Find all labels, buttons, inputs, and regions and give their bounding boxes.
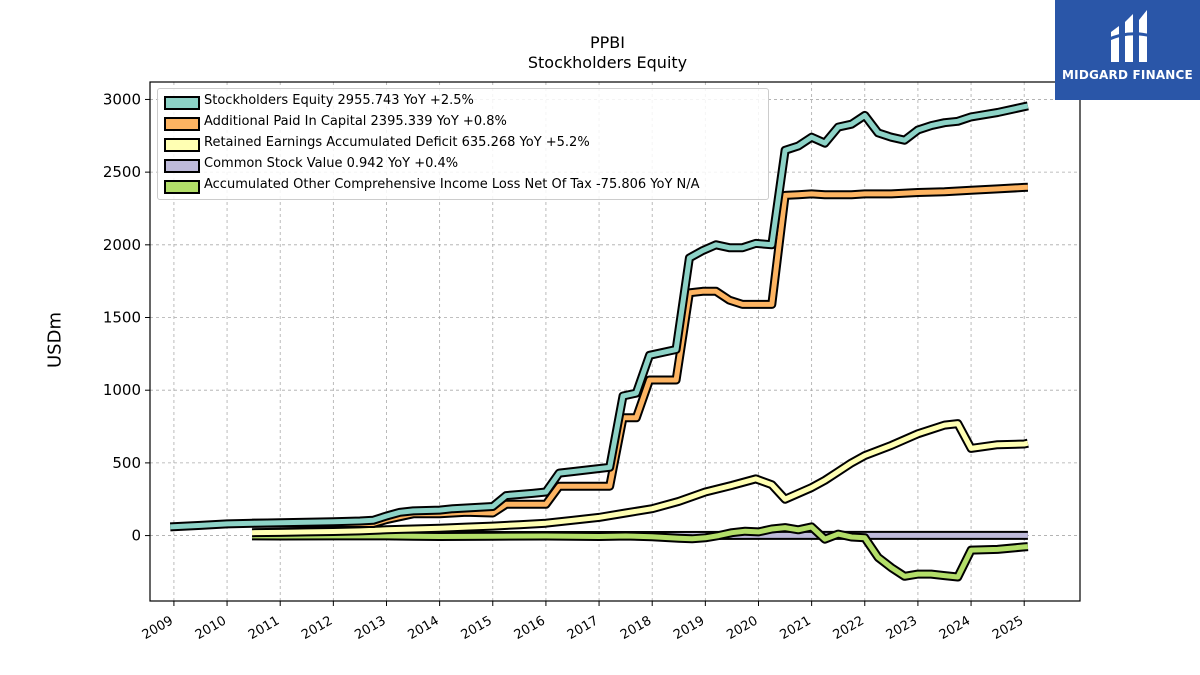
x-tick-label: 2025 bbox=[990, 613, 1026, 643]
legend-swatch bbox=[164, 180, 200, 194]
x-tick-label: 2019 bbox=[671, 613, 707, 643]
series-line-accumulated-other-comprehensive-income-loss-net-of-tax bbox=[251, 524, 1029, 580]
logo-mark-icon bbox=[1106, 10, 1152, 62]
x-tick-label: 2012 bbox=[299, 613, 335, 643]
legend-swatch bbox=[164, 159, 200, 173]
chart-subtitle: Stockholders Equity bbox=[527, 53, 688, 72]
y-tick-label: 0 bbox=[131, 527, 141, 545]
series-line-stockholders-equity bbox=[170, 103, 1029, 530]
legend-label: Common Stock Value 0.942 YoY +0.4% bbox=[204, 156, 459, 171]
y-tick-label: 2000 bbox=[103, 236, 141, 254]
y-tick-label: 3000 bbox=[103, 90, 141, 108]
x-tick-label: 2021 bbox=[777, 613, 813, 643]
legend: Stockholders Equity 2955.743 YoY +2.5% A… bbox=[157, 88, 769, 200]
x-tick-label: 2011 bbox=[246, 613, 282, 643]
legend-label: Additional Paid In Capital 2395.339 YoY … bbox=[204, 114, 507, 129]
y-axis-label: USDm bbox=[44, 312, 66, 368]
x-tick-label: 2015 bbox=[459, 613, 495, 643]
x-tick-label: 2020 bbox=[724, 613, 760, 643]
series-outline-additional-paid-in-capital bbox=[252, 182, 1029, 528]
x-tick-label: 2017 bbox=[565, 613, 601, 643]
y-tick-label: 500 bbox=[112, 454, 141, 472]
legend-swatch bbox=[164, 138, 200, 152]
legend-item-retained-earnings: Retained Earnings Accumulated Deficit 63… bbox=[158, 134, 758, 154]
logo-text: MIDGARD FINANCE bbox=[1062, 68, 1193, 82]
legend-label: Stockholders Equity 2955.743 YoY +2.5% bbox=[204, 93, 474, 108]
legend-item-additional-paid-in-capital: Additional Paid In Capital 2395.339 YoY … bbox=[158, 113, 758, 133]
plot-frame bbox=[149, 81, 1081, 602]
series-layer bbox=[169, 101, 1029, 582]
y-tick-label: 2500 bbox=[103, 163, 141, 181]
series-line-retained-earnings-accumulated-deficit bbox=[251, 421, 1029, 536]
legend-item-common-stock-value: Common Stock Value 0.942 YoY +0.4% bbox=[158, 155, 758, 175]
legend-label: Retained Earnings Accumulated Deficit 63… bbox=[204, 135, 590, 150]
x-tick-label: 2010 bbox=[193, 613, 229, 643]
x-tick-label: 2018 bbox=[618, 613, 654, 643]
x-tick-label: 2016 bbox=[512, 613, 548, 643]
x-tick-label: 2024 bbox=[937, 613, 973, 643]
y-tick-label: 1000 bbox=[103, 381, 141, 399]
y-tick-label: 1500 bbox=[103, 309, 141, 327]
brand-logo: MIDGARD FINANCE bbox=[1055, 0, 1200, 100]
legend-swatch bbox=[164, 117, 200, 131]
chart-title: PPBI bbox=[590, 33, 625, 52]
x-tick-label: 2022 bbox=[831, 613, 867, 643]
legend-item-stockholders-equity: Stockholders Equity 2955.743 YoY +2.5% bbox=[158, 92, 758, 112]
x-tick-label: 2014 bbox=[405, 613, 441, 643]
series-line-additional-paid-in-capital bbox=[252, 184, 1028, 526]
x-tick-label: 2023 bbox=[884, 613, 920, 643]
legend-swatch bbox=[164, 96, 200, 110]
legend-label: Accumulated Other Comprehensive Income L… bbox=[204, 177, 700, 192]
x-tick-label: 2013 bbox=[352, 613, 388, 643]
x-tick-label: 2009 bbox=[140, 613, 176, 643]
legend-item-aoci: Accumulated Other Comprehensive Income L… bbox=[158, 176, 758, 196]
